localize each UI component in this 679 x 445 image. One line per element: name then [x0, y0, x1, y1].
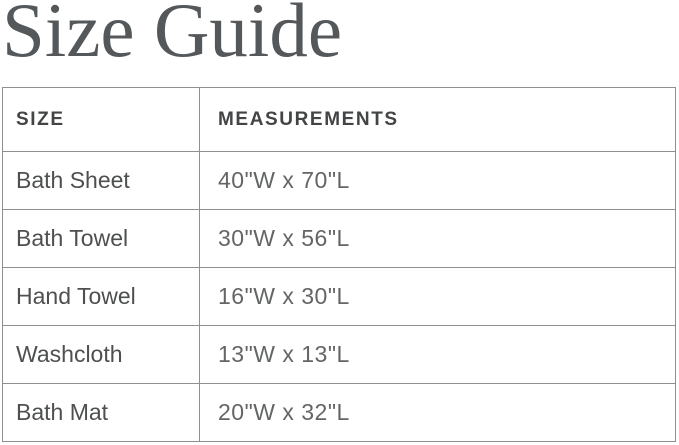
measurements-cell: 40"W x 70"L: [199, 151, 676, 210]
table-header-row: SIZE MEASUREMENTS: [2, 87, 676, 152]
measurements-cell: 16"W x 30"L: [199, 267, 676, 326]
measurements-cell: 13"W x 13"L: [199, 325, 676, 384]
table-row: Bath Towel 30"W x 56"L: [2, 209, 676, 268]
table-body: Bath Sheet 40"W x 70"L Bath Towel 30"W x…: [2, 151, 676, 442]
table-header: SIZE MEASUREMENTS: [2, 87, 676, 152]
size-cell: Washcloth: [2, 325, 200, 384]
size-cell: Hand Towel: [2, 267, 200, 326]
table-row: Hand Towel 16"W x 30"L: [2, 267, 676, 326]
measurements-cell: 20"W x 32"L: [199, 383, 676, 442]
size-cell: Bath Towel: [2, 209, 200, 268]
table-row: Bath Sheet 40"W x 70"L: [2, 151, 676, 210]
table-row: Washcloth 13"W x 13"L: [2, 325, 676, 384]
page-title: Size Guide: [2, 0, 342, 73]
size-cell: Bath Mat: [2, 383, 200, 442]
size-guide-table: SIZE MEASUREMENTS Bath Sheet 40"W x 70"L…: [2, 87, 676, 442]
size-cell: Bath Sheet: [2, 151, 200, 210]
column-header-measurements: MEASUREMENTS: [199, 87, 676, 152]
measurements-cell: 30"W x 56"L: [199, 209, 676, 268]
column-header-size: SIZE: [2, 87, 200, 152]
table-row: Bath Mat 20"W x 32"L: [2, 383, 676, 442]
